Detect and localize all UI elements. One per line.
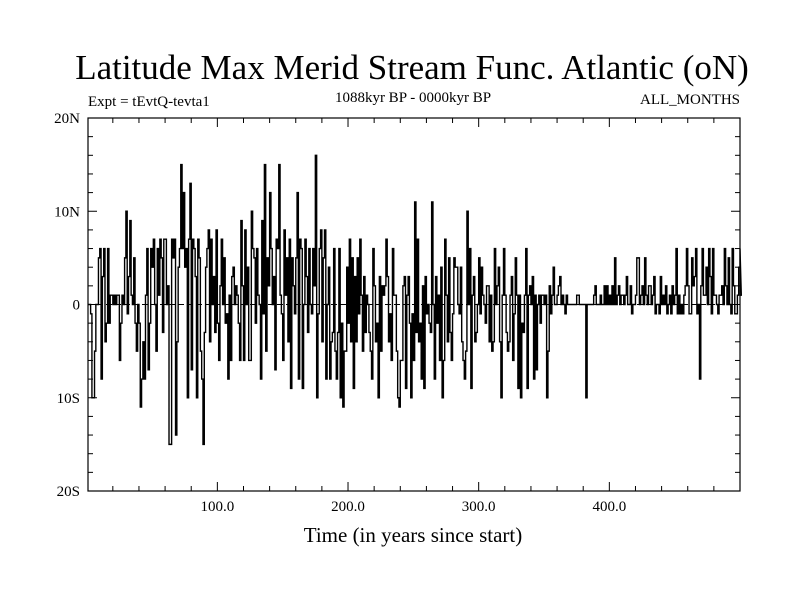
chart-title: Latitude Max Merid Stream Func. Atlantic… <box>75 48 749 87</box>
x-tick-label: 200.0 <box>331 499 365 515</box>
y-tick-label: 10N <box>54 204 80 220</box>
series-line-0 <box>88 154 743 446</box>
y-tick-label: 10S <box>57 391 80 407</box>
y-tick-label: 20S <box>57 484 80 500</box>
series-layer <box>88 154 743 446</box>
months-label: ALL_MONTHS <box>640 92 740 108</box>
x-tick-label: 400.0 <box>592 499 626 515</box>
experiment-label: Expt = tEvtQ-tevta1 <box>88 94 210 110</box>
ticks-layer: 20N 10N 0 10S 20S 100.0 200.0 300.0 400.0 <box>54 111 740 515</box>
x-tick-label: 300.0 <box>462 499 496 515</box>
x-axis-label: Time (in years since start) <box>304 523 523 547</box>
y-tick-label: 0 <box>73 298 81 314</box>
time-range-label: 1088kyr BP - 0000kyr BP <box>335 90 491 106</box>
y-tick-label: 20N <box>54 111 80 127</box>
plot-frame <box>87 117 741 492</box>
x-tick-label: 100.0 <box>200 499 234 515</box>
